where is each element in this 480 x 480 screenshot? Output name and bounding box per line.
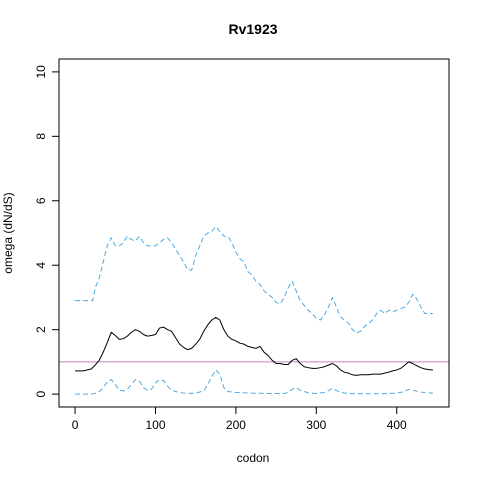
- x-tick-label: 300: [306, 418, 326, 432]
- plot-frame: [58, 58, 450, 408]
- series-line-upper: [75, 226, 433, 334]
- plot-area: [59, 226, 449, 395]
- chart-title: Rv1923: [228, 21, 277, 37]
- y-tick-label: 10: [34, 65, 48, 79]
- x-tick-label: 400: [387, 418, 407, 432]
- x-tick-label: 100: [145, 418, 165, 432]
- y-tick-label: 4: [34, 262, 48, 269]
- series-line-lower: [75, 369, 433, 395]
- y-axis: 0 2 4 6 8 10: [34, 65, 60, 397]
- y-tick-label: 8: [34, 133, 48, 140]
- y-tick-label: 2: [34, 326, 48, 333]
- y-axis-label: omega (dN/dS): [1, 192, 15, 273]
- y-tick-label: 6: [34, 197, 48, 204]
- x-axis-label: codon: [237, 451, 270, 465]
- series-line-mean: [75, 316, 433, 376]
- x-tick-label: 200: [226, 418, 246, 432]
- x-axis: 0 100 200 300 400: [72, 406, 407, 432]
- y-tick-label: 0: [34, 390, 48, 397]
- x-tick-label: 0: [72, 418, 79, 432]
